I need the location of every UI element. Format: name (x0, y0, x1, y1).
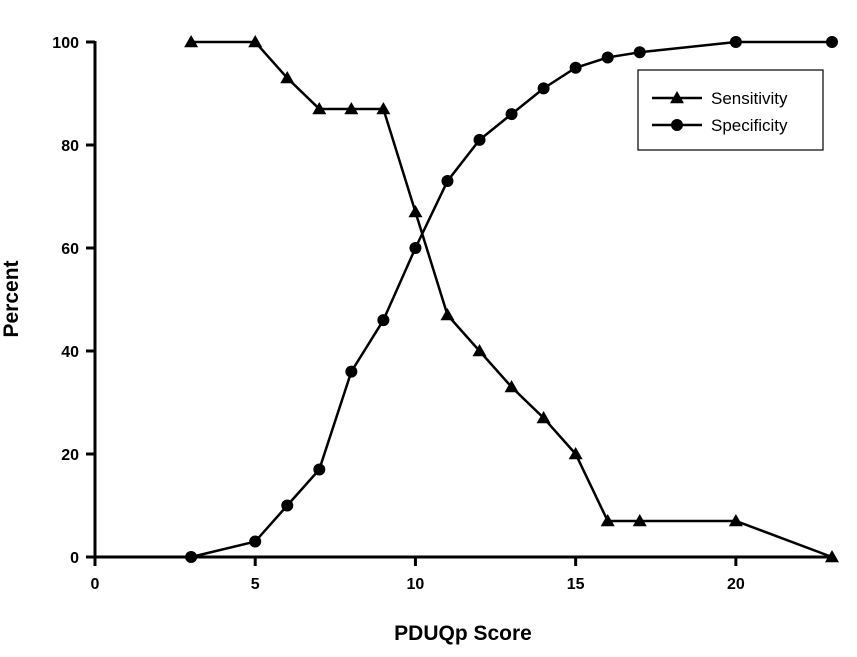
y-axis-title: Percent (0, 260, 23, 337)
specificity-point (729, 36, 742, 48)
specificity-point (313, 463, 326, 476)
sensitivity-point (504, 380, 519, 393)
y-axis: 0 20 40 60 80 100 (52, 35, 97, 567)
sensitivity-point (728, 513, 743, 527)
specificity-point (537, 82, 550, 95)
sensitivity-point (632, 513, 647, 527)
x-tick-label: 5 (251, 576, 260, 593)
specificity-point (441, 175, 454, 188)
sensitivity-point (472, 344, 487, 357)
legend-item-specificity: Specificity (652, 116, 788, 135)
specificity-point (601, 51, 614, 64)
specificity-point (185, 551, 198, 563)
x-tick-label: 0 (91, 576, 100, 593)
specificity-series (185, 36, 838, 563)
sensitivity-line (191, 40, 833, 559)
sensitivity-point (312, 101, 327, 115)
sensitivity-point (248, 35, 263, 48)
y-tick-label: 40 (61, 344, 79, 361)
sensitivity-series (184, 35, 839, 563)
sensitivity-point (280, 71, 295, 84)
specificity-point (377, 314, 390, 327)
y-tick-label: 100 (52, 35, 79, 52)
sensitivity-point (440, 307, 455, 321)
sensitivity-point (344, 101, 359, 115)
specificity-point (249, 535, 262, 548)
sensitivity-point (600, 513, 615, 527)
sensitivity-point (568, 447, 583, 460)
sensitivity-point (408, 204, 423, 218)
specificity-point (633, 46, 646, 59)
x-axis-title: PDUQp Score (394, 622, 532, 645)
specificity-point (409, 242, 422, 254)
specificity-point (826, 36, 838, 48)
x-tick-label: 10 (407, 576, 425, 593)
legend-item-sensitivity: Sensitivity (652, 89, 788, 108)
sensitivity-point (536, 410, 551, 424)
specificity-point (569, 61, 582, 74)
sensitivity-point (376, 101, 391, 115)
specificity-point (281, 499, 294, 512)
legend: Sensitivity Specificity (637, 69, 824, 151)
legend-label-sensitivity: Sensitivity (711, 89, 788, 108)
y-tick-label: 20 (61, 447, 79, 464)
specificity-point (345, 365, 358, 378)
legend-marker-specificity (671, 119, 683, 131)
specificity-point (505, 108, 518, 121)
legend-marker-sensitivity (670, 91, 684, 104)
sensitivity-point (184, 35, 199, 48)
plot-area (184, 35, 839, 563)
y-tick-label: 0 (70, 550, 79, 567)
x-tick-label: 20 (727, 576, 745, 593)
legend-label-specificity: Specificity (711, 116, 788, 135)
x-tick-label: 15 (567, 576, 585, 593)
specificity-point (473, 133, 486, 146)
x-axis: 0 5 10 15 20 (91, 555, 834, 593)
sensitivity-point (825, 550, 839, 563)
y-tick-label: 80 (61, 138, 79, 155)
specificity-line (190, 40, 832, 559)
y-tick-label: 60 (61, 241, 79, 258)
legend-box (637, 69, 824, 151)
